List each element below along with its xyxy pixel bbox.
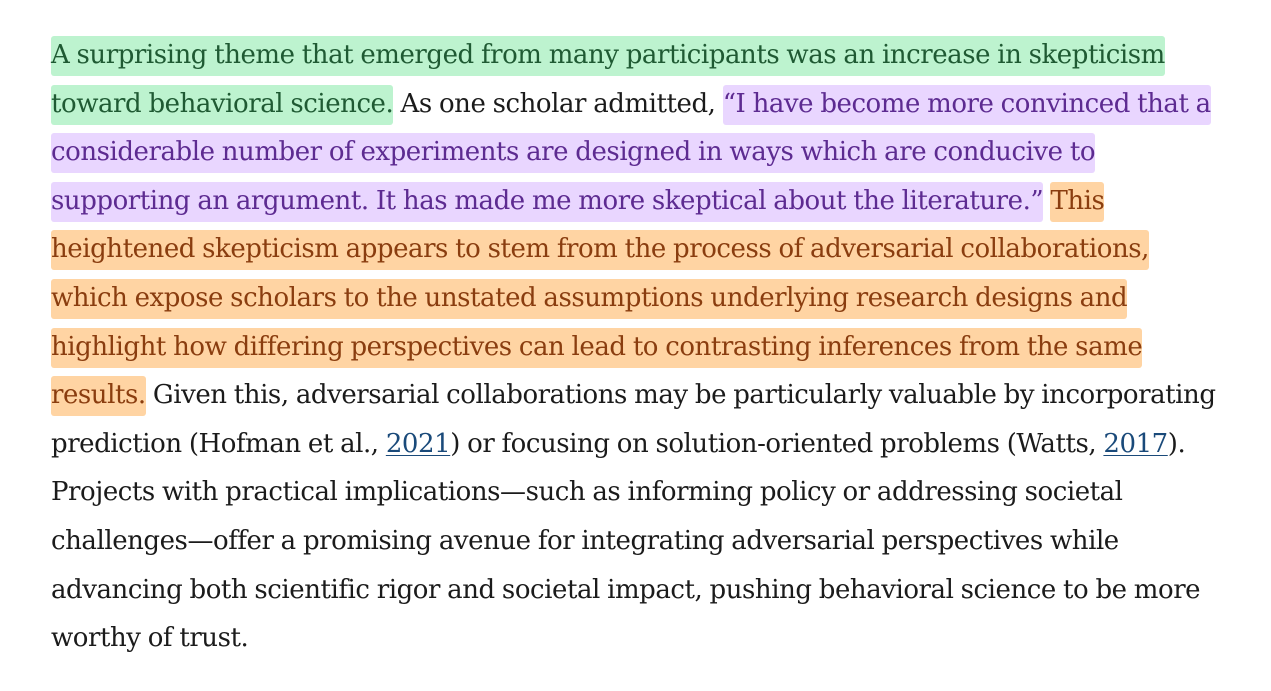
plain-text: ). bbox=[1167, 428, 1186, 459]
text-line-7: highlight how differing perspectives can… bbox=[51, 323, 1231, 372]
text-line-9: prediction (Hofman et al., 2021) or focu… bbox=[51, 420, 1231, 469]
highlight-green: toward behavioral science. bbox=[51, 84, 394, 125]
text-line-3: considerable number of experiments are d… bbox=[51, 128, 1231, 177]
text-line-1: A surprising theme that emerged from man… bbox=[51, 31, 1231, 80]
highlight-orange: highlight how differing perspectives can… bbox=[51, 327, 1143, 368]
text-line-12: advancing both scientific rigor and soci… bbox=[51, 574, 1201, 605]
text-line-11: challenges—offer a promising avenue for … bbox=[51, 525, 1119, 556]
plain-text: Given this, adversarial collaborations m… bbox=[145, 380, 1216, 411]
highlight-purple-quote: considerable number of experiments are d… bbox=[51, 133, 1095, 174]
plain-text: ) or focusing on solution-oriented probl… bbox=[450, 428, 1104, 459]
highlight-orange: This bbox=[1050, 181, 1105, 222]
citation-link-hofman-2021[interactable]: 2021 bbox=[385, 428, 451, 459]
highlight-orange: results. bbox=[51, 376, 146, 417]
body-paragraph: A surprising theme that emerged from man… bbox=[51, 31, 1231, 663]
plain-text: As one scholar admitted, bbox=[393, 88, 723, 119]
text-line-5: heightened skepticism appears to stem fr… bbox=[51, 225, 1231, 274]
citation-link-watts-2017[interactable]: 2017 bbox=[1103, 428, 1168, 459]
highlight-purple-quote: “I have become more convinced that a bbox=[722, 84, 1211, 125]
text-line-10: Projects with practical implications—suc… bbox=[51, 477, 1123, 508]
highlight-green: A surprising theme that emerged from man… bbox=[51, 36, 1165, 76]
highlight-orange: heightened skepticism appears to stem fr… bbox=[51, 230, 1149, 271]
text-line-4: supporting an argument. It has made me m… bbox=[51, 177, 1231, 226]
text-line-13: worthy of trust. bbox=[51, 623, 249, 654]
highlight-purple-quote: supporting an argument. It has made me m… bbox=[51, 181, 1044, 222]
highlight-orange: which expose scholars to the unstated as… bbox=[51, 278, 1128, 319]
text-line-6: which expose scholars to the unstated as… bbox=[51, 274, 1231, 323]
plain-text: prediction (Hofman et al., bbox=[51, 428, 386, 459]
text-line-8: results. Given this, adversarial collabo… bbox=[51, 371, 1231, 420]
text-line-2: toward behavioral science. As one schola… bbox=[51, 80, 1231, 129]
